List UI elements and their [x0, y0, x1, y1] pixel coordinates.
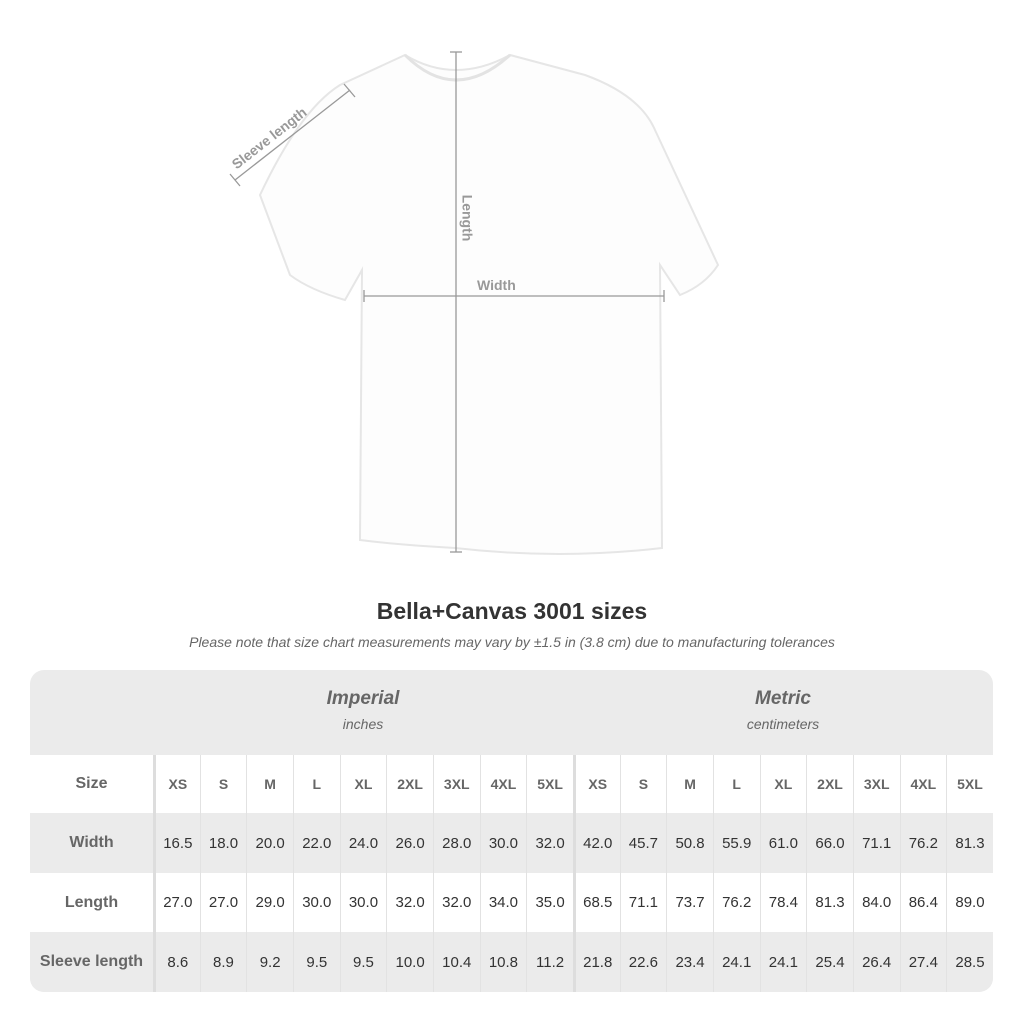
length-label: Length: [459, 194, 476, 242]
table-cell: 20.0: [246, 813, 293, 873]
table-cell: 27.4: [899, 932, 947, 992]
table-cell: 5XL: [946, 755, 993, 813]
metric-title: Metric: [755, 688, 811, 709]
table-cell: 10.0: [386, 932, 433, 992]
size-table: Imperial inches Metric centimeters Size X…: [30, 670, 993, 992]
tshirt-shape: [258, 53, 720, 555]
width-label: Width: [477, 277, 516, 293]
table-cell: S: [619, 755, 667, 813]
table-cell: 84.0: [852, 873, 900, 932]
table-cell: 34.0: [479, 873, 527, 932]
row-label: Length: [64, 893, 119, 911]
tolerance-note: Please note that size chart measurements…: [189, 634, 835, 650]
table-cell: 24.1: [712, 932, 760, 992]
imperial-title: Imperial: [326, 688, 400, 709]
table-cell: 81.3: [946, 813, 993, 873]
table-cell: 26.0: [386, 813, 433, 873]
imperial-unit: inches: [342, 716, 384, 732]
table-row: Width 16.5 18.0 20.0 22.0 24.0 26.0 28.0 30.0 32.…: [30, 813, 993, 873]
table-cell: 9.5: [292, 932, 340, 992]
row-label: Size: [75, 775, 108, 792]
table-cell: L: [292, 755, 340, 813]
table-cell: 10.8: [479, 932, 527, 992]
table-cell: 23.4: [666, 932, 713, 992]
table-cell: 32.0: [526, 813, 573, 873]
tshirt-illustration: [229, 51, 720, 555]
page-title: Bella+Canvas 3001 sizes: [376, 598, 648, 624]
table-cell: 24.1: [759, 932, 807, 992]
table-cell: 18.0: [199, 813, 247, 873]
measurement-lines: [229, 51, 665, 553]
row-label: Width: [69, 834, 114, 851]
table-cell: 30.0: [479, 813, 527, 873]
table-cell: 61.0: [759, 813, 807, 873]
table-cell: 28.0: [432, 813, 480, 873]
table-cell: 27.0: [153, 873, 200, 932]
table-cell: S: [199, 755, 247, 813]
table-cell: L: [712, 755, 760, 813]
table-cell: 29.0: [246, 873, 293, 932]
table-cell: 78.4: [759, 873, 807, 932]
table-cell: 73.7: [666, 873, 713, 932]
table-row: Length 27.0 27.0 29.0 30.0 30.0 32.0 32.0 34.0 35…: [30, 873, 993, 932]
table-cell: XL: [339, 755, 387, 813]
table-cell: 55.9: [712, 813, 760, 873]
table-cell: 22.0: [292, 813, 340, 873]
table-cell: 24.0: [339, 813, 387, 873]
table-cell: 86.4: [899, 873, 947, 932]
table-cell: 2XL: [386, 755, 433, 813]
table-cell: 4XL: [479, 755, 527, 813]
table-cell: 30.0: [339, 873, 387, 932]
table-cell: XS: [572, 755, 620, 813]
table-cell: 27.0: [199, 873, 247, 932]
table-cell: 26.4: [852, 932, 900, 992]
table-cell: 3XL: [432, 755, 480, 813]
table-cell: 71.1: [852, 813, 900, 873]
table-cell: 25.4: [806, 932, 853, 992]
table-cell: 16.5: [153, 813, 200, 873]
table-cell: XL: [759, 755, 807, 813]
table-cell: 21.8: [572, 932, 620, 992]
table-cell: M: [666, 755, 713, 813]
table-cell: 32.0: [386, 873, 433, 932]
table-cell: 22.6: [619, 932, 667, 992]
table-cell: 8.6: [153, 932, 200, 992]
table-row: Sleeve length 8.6 8.9 9.2 9.5 9.5 10.0 10.4 10.8…: [30, 932, 993, 992]
table-cell: 2XL: [806, 755, 853, 813]
row-label: Sleeve length: [39, 953, 144, 970]
table-cell: 81.3: [806, 873, 853, 932]
table-cell: 71.1: [619, 873, 667, 932]
table-cell: 76.2: [899, 813, 947, 873]
table-cell: 8.9: [199, 932, 247, 992]
size-header-row: Size XS S M L XL 2XL 3XL 4XL 5XL XS S M L XL 2XL 3XL 4XL 5…: [30, 755, 993, 813]
table-cell: 50.8: [666, 813, 713, 873]
table-cell: 76.2: [712, 873, 760, 932]
table-cell: M: [246, 755, 293, 813]
table-cell: 42.0: [572, 813, 620, 873]
table-cell: 32.0: [432, 873, 480, 932]
table-cell: 45.7: [619, 813, 667, 873]
table-cell: 10.4: [432, 932, 480, 992]
table-cell: 9.5: [339, 932, 387, 992]
table-cell: 3XL: [852, 755, 900, 813]
table-cell: 5XL: [526, 755, 573, 813]
metric-header: Metric centimeters: [573, 670, 993, 755]
table-cell: 28.5: [946, 932, 993, 992]
metric-unit: centimeters: [746, 716, 820, 732]
table-cell: 35.0: [526, 873, 573, 932]
table-cell: 68.5: [572, 873, 620, 932]
imperial-header: Imperial inches: [153, 670, 573, 755]
table-cell: 66.0: [806, 813, 853, 873]
table-cell: 89.0: [946, 873, 993, 932]
table-cell: 11.2: [526, 932, 573, 992]
table-cell: 9.2: [246, 932, 293, 992]
table-cell: 30.0: [292, 873, 340, 932]
table-cell: XS: [153, 755, 200, 813]
table-cell: 4XL: [899, 755, 947, 813]
